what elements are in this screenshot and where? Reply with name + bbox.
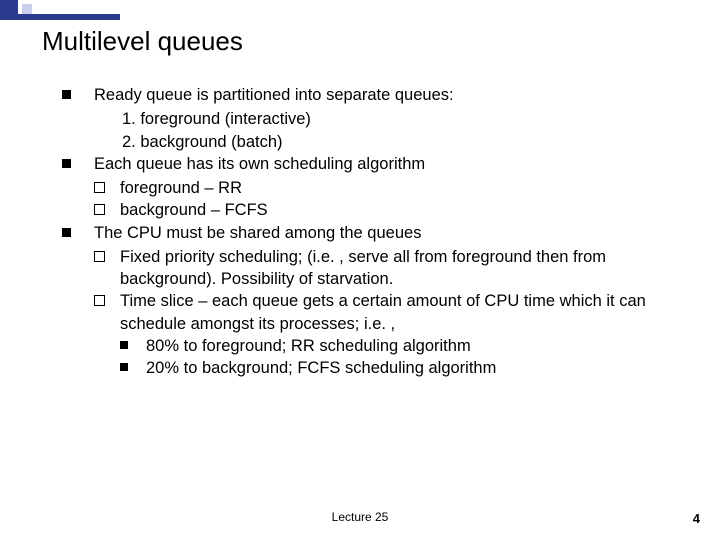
bullet-3-sub1: Fixed priority scheduling; (i.e. , serve… [94,246,682,291]
bullet-2: Each queue has its own scheduling algori… [62,153,682,175]
bullet-3-sub2-b: 20% to background; FCFS scheduling algor… [120,357,682,379]
slide-body: Ready queue is partitioned into separate… [62,84,682,379]
footer-lecture: Lecture 25 [332,510,389,524]
bullet-3-sub2-a: 80% to foreground; RR scheduling algorit… [120,335,682,357]
bullet-3: The CPU must be shared among the queues [62,222,682,244]
footer-page-number: 4 [693,511,700,526]
decoration-bar [0,14,120,20]
slide-title: Multilevel queues [42,26,243,57]
bullet-3-sub2: Time slice – each queue gets a certain a… [94,290,682,335]
bullet-1: Ready queue is partitioned into separate… [62,84,682,106]
decoration-square-light [22,4,32,14]
bullet-2-sub1: foreground – RR [94,177,682,199]
bullet-1-sub2: 2. background (batch) [62,131,682,153]
corner-decoration [0,0,120,22]
decoration-square-dark [0,0,18,18]
bullet-2-sub2: background – FCFS [94,199,682,221]
bullet-1-sub1: 1. foreground (interactive) [62,108,682,130]
